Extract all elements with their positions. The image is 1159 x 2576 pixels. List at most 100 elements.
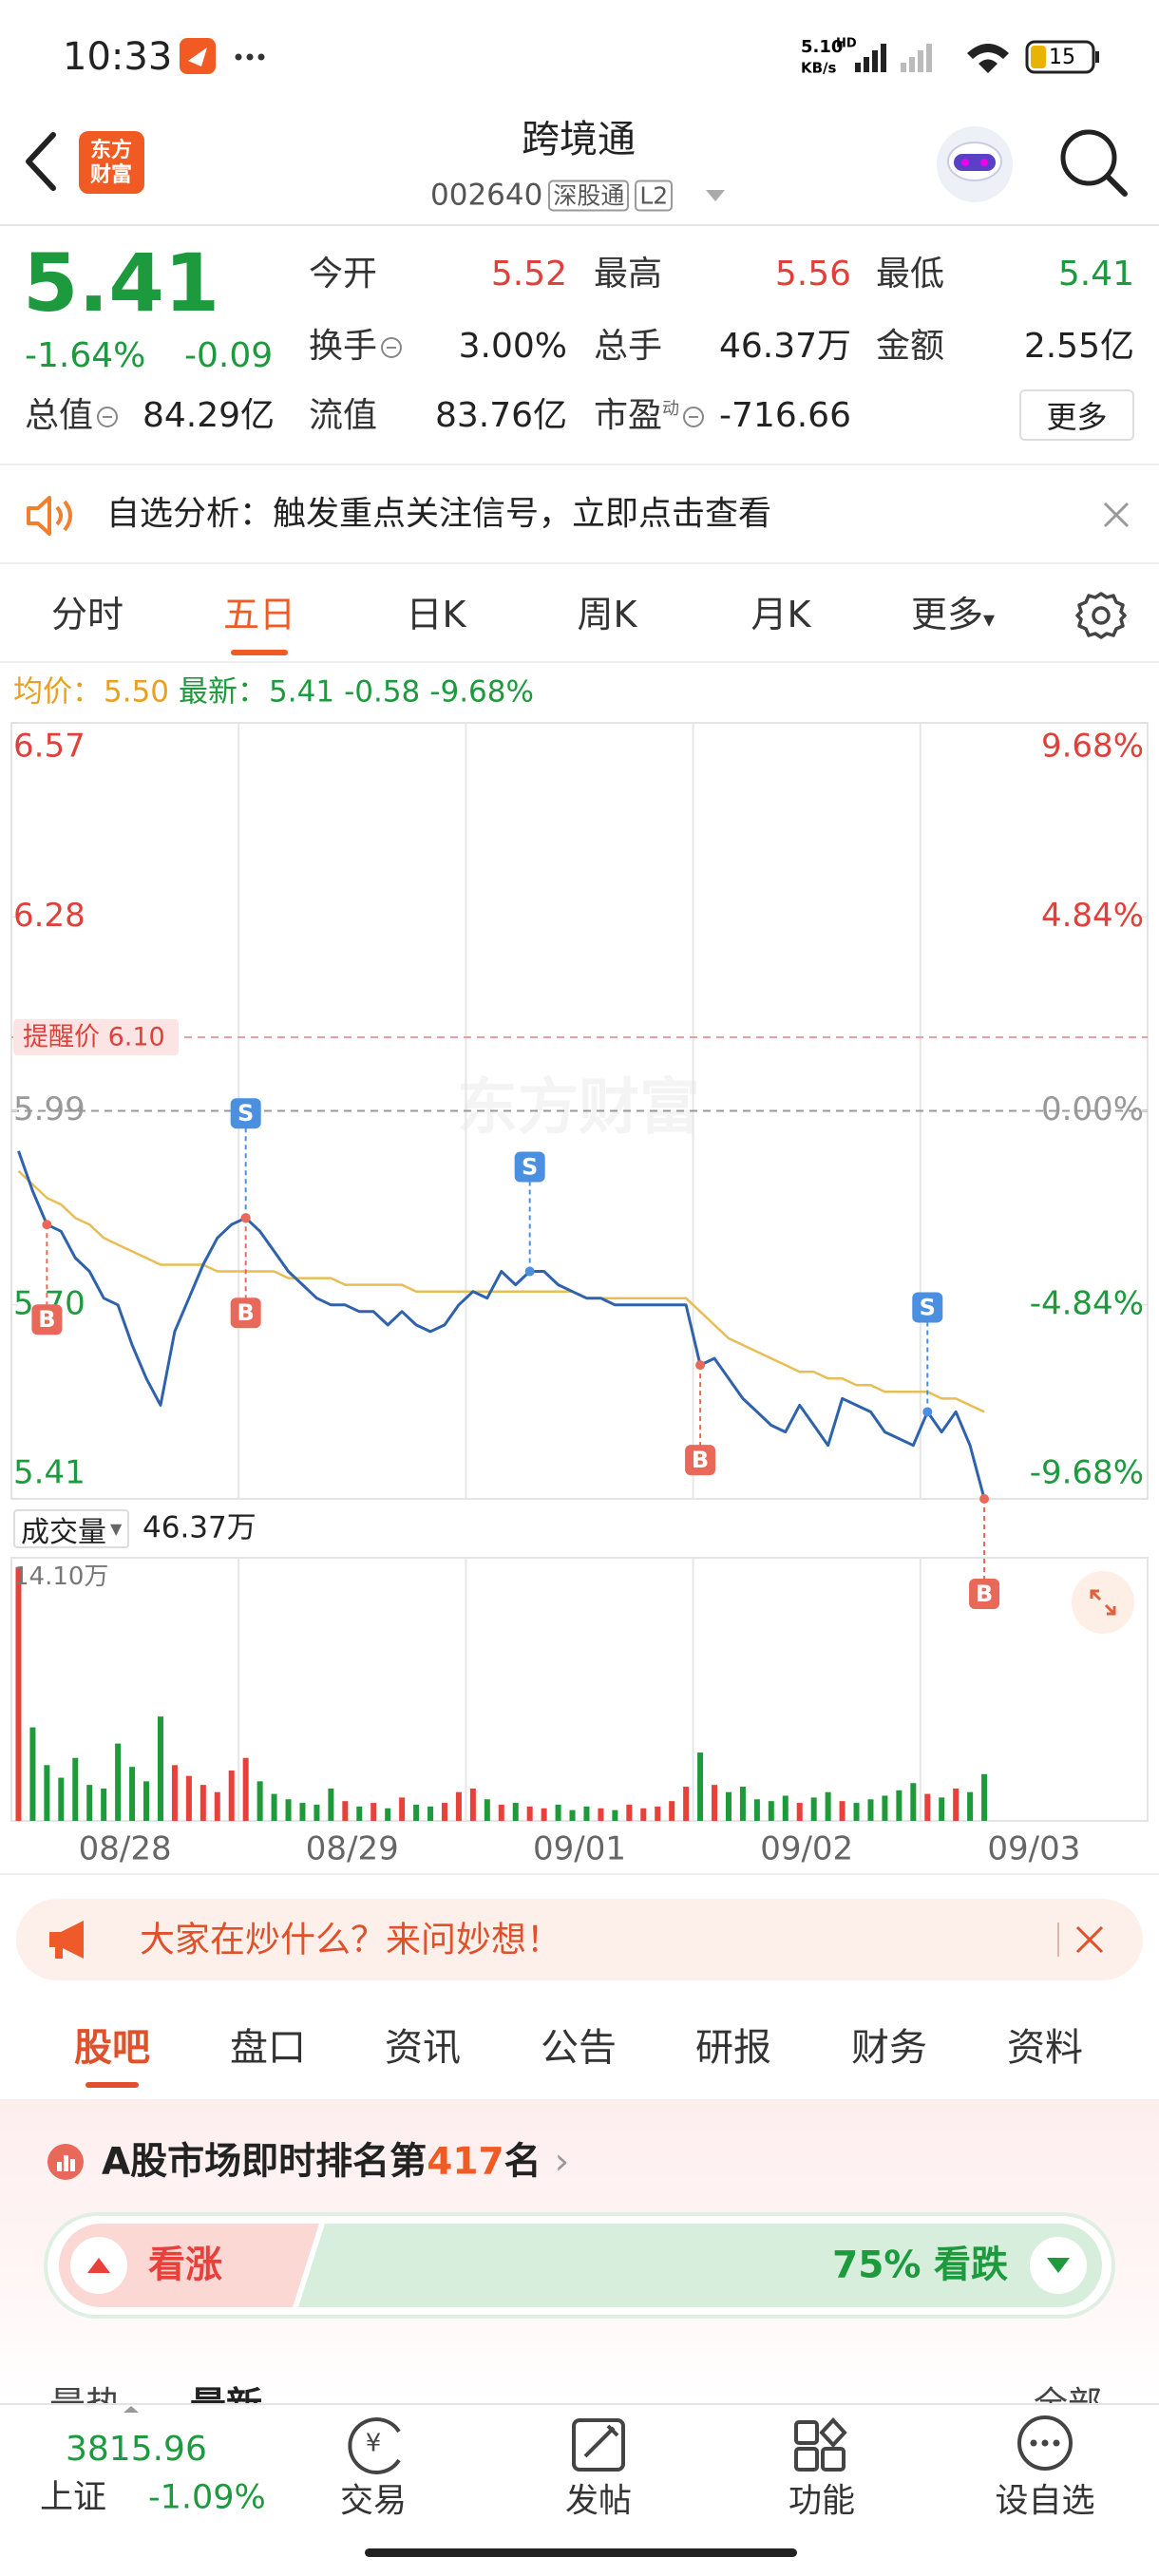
signal-2: [901, 44, 932, 72]
volume-bar: [200, 1785, 206, 1821]
volume-bar: [612, 1809, 618, 1821]
stat-value: 3.00%: [458, 327, 567, 366]
x-tick-label: 08/28: [79, 1830, 172, 1868]
net-unit: KB/s: [801, 60, 837, 77]
volume-bar: [428, 1806, 434, 1821]
caret: ▼: [110, 1520, 123, 1538]
section-tab[interactable]: 资料: [1007, 2026, 1083, 2070]
signal-1: [855, 44, 886, 72]
trade-box: [685, 1445, 716, 1476]
price-line: [17, 1150, 986, 1500]
bear-button[interactable]: [298, 2224, 1102, 2307]
back-button[interactable]: [26, 132, 56, 191]
period-tab[interactable]: 分时: [50, 594, 124, 635]
volume-bar: [171, 1765, 178, 1821]
info-icon[interactable]: [683, 407, 705, 427]
close-icon[interactable]: [1102, 501, 1130, 529]
section-tab[interactable]: 研报: [695, 2026, 771, 2070]
ad-text[interactable]: 大家在炒什么？来问妙想！: [140, 1919, 561, 1960]
section-tab[interactable]: 盘口: [230, 2026, 306, 2070]
volume-selector[interactable]: 成交量 ▼: [13, 1509, 130, 1549]
chart-legend: 均价： 5.50 最新： 5.41 -0.58 -9.68%: [13, 674, 534, 710]
last-label: 最新：: [179, 674, 268, 710]
period-tab[interactable]: 日K: [406, 594, 466, 635]
stock-code-row: 002640 深股通 L2: [430, 180, 674, 212]
trade-box: [912, 1292, 943, 1323]
volume-bar: [242, 1757, 249, 1821]
bull-button[interactable]: [59, 2224, 319, 2307]
search-button[interactable]: [1060, 129, 1117, 186]
ad-bar[interactable]: [16, 1899, 1143, 1980]
volume-bar: [583, 1806, 590, 1821]
volume-bar: [157, 1716, 163, 1821]
stat-label: 总手: [594, 327, 663, 366]
vote-bar: [44, 2212, 1115, 2319]
index-value[interactable]: 3815.96: [66, 2430, 207, 2469]
expand-button[interactable]: [1071, 1570, 1135, 1635]
net-speed: 5.10: [801, 37, 843, 57]
bull-label[interactable]: 看涨: [148, 2244, 223, 2287]
trade-point: [922, 1407, 933, 1417]
divider: [0, 224, 1159, 226]
stat-value: 5.56: [774, 255, 851, 294]
stat-label: 流值: [309, 396, 378, 435]
trade-point: [524, 1266, 535, 1277]
stat-label: 市盈动: [594, 396, 705, 435]
trade-point: [979, 1494, 990, 1504]
volume-bar: [385, 1808, 391, 1821]
avg-label: 均价：: [13, 674, 102, 710]
stat-label: 最高: [594, 255, 663, 294]
section-tab[interactable]: 资讯: [385, 2026, 461, 2070]
y2-tick-label: 0.00%: [1041, 1090, 1144, 1128]
dropdown-caret: [706, 190, 725, 201]
nav-item[interactable]: 功能: [788, 2482, 856, 2521]
volume-bar: [569, 1809, 576, 1821]
volume-bar: [484, 1799, 490, 1821]
trade-label: B: [38, 1306, 55, 1333]
period-tab[interactable]: 周K: [577, 594, 637, 635]
index-change[interactable]: -1.09%: [148, 2478, 266, 2517]
nav-item[interactable]: 发帖: [564, 2482, 633, 2521]
more-button[interactable]: 更多: [1019, 389, 1134, 441]
section-tab[interactable]: 公告: [541, 2026, 617, 2070]
y2-tick-label: 9.68%: [1041, 728, 1144, 766]
section-tab[interactable]: 股吧: [74, 2026, 150, 2070]
stat-value: 46.37万: [718, 327, 851, 366]
y2-tick-label: -4.84%: [1030, 1284, 1144, 1322]
settings-icon[interactable]: [1075, 590, 1127, 641]
last-value: 5.41: [269, 674, 335, 710]
alert-label-box: [13, 1019, 179, 1056]
period-tab[interactable]: 五日: [222, 594, 296, 635]
trade-point: [695, 1360, 706, 1371]
volume-bar: [498, 1804, 504, 1821]
volume-bar: [44, 1765, 50, 1821]
volume-bar: [853, 1803, 860, 1821]
info-icon[interactable]: [381, 337, 403, 358]
volume-bar: [981, 1773, 988, 1821]
period-tab[interactable]: 更多▾: [910, 594, 996, 635]
volume-bar: [839, 1801, 846, 1821]
section-tab[interactable]: 财务: [851, 2026, 927, 2070]
volume-bar: [626, 1804, 633, 1821]
stat-label: 最低: [876, 255, 945, 294]
volume-bar: [896, 1790, 902, 1821]
volume-bar: [768, 1801, 774, 1821]
ad-close[interactable]: [1074, 1924, 1105, 1955]
period-tab[interactable]: 月K: [750, 594, 811, 635]
alert-text[interactable]: 自选分析：触发重点关注信号，立即点击查看: [106, 495, 772, 534]
info-icon[interactable]: [97, 407, 119, 427]
alert-bar[interactable]: [0, 464, 1159, 564]
bear-label[interactable]: 75% 看跌: [832, 2244, 1008, 2287]
y-tick-label: 6.28: [13, 897, 86, 935]
nav-item[interactable]: 交易: [339, 2482, 408, 2521]
trade-box: [230, 1098, 261, 1129]
nav-item[interactable]: 设自选: [995, 2482, 1095, 2521]
five-day-chart[interactable]: 东方财富 提醒价 6.106.576.285.995.705.419.68%4.…: [0, 0, 1159, 1876]
ranking-text[interactable]: A股市场即时排名第417名 ›: [102, 2144, 569, 2181]
volume-bar: [441, 1803, 447, 1821]
volume-bar: [129, 1767, 136, 1821]
stat-label-text: 市盈: [594, 396, 663, 435]
index-name[interactable]: 上证: [40, 2478, 107, 2517]
watermark: 东方财富: [457, 1073, 700, 1144]
volume-bar: [101, 1788, 107, 1821]
